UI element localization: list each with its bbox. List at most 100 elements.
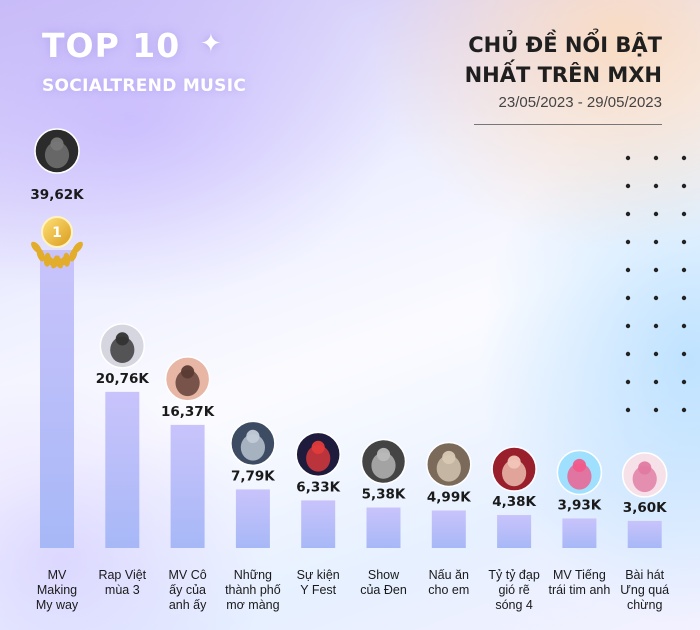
category-label-line: anh ấy [168,598,207,612]
category-label-5: Sự kiện Y Fest [281,568,355,598]
value-label-10: 3,60K [623,500,667,516]
decor-dot [681,183,687,189]
category-label-line: MV Cô [168,568,207,582]
decor-dot [653,155,659,161]
value-label-6: 5,38K [362,487,406,503]
decor-dot [653,323,659,329]
category-label-line: Bài hát [625,568,665,582]
sparkle-icon: ✦ [200,28,222,58]
decor-dot [625,407,631,413]
category-label-4: Những thành phố mơ màng [216,568,290,613]
decor-dot [681,351,687,357]
decor-dot [625,351,631,357]
bar-1 [40,250,74,548]
value-label-5: 6,33K [296,479,340,495]
decor-dot [653,379,659,385]
bar-9 [562,518,597,548]
decor-dot [653,183,659,189]
category-label-1: MV Making My way [20,568,94,613]
value-label-7: 4,99K [427,489,471,505]
category-label-10: Bài hát Ưng quá chừng [608,568,682,613]
value-label-4: 7,79K [231,468,275,484]
decor-dot [625,211,631,217]
decor-dot [625,323,631,329]
category-label-line: trái tim anh [548,583,611,597]
category-label-6: Show của Đen [347,568,421,598]
category-label-line: gió rẽ [498,583,530,597]
rank-badge-text: 1 [52,225,62,241]
value-label-8: 4,38K [492,494,536,510]
decor-dot [681,267,687,273]
band-photo-icon [230,420,276,467]
bar-3 [170,424,205,548]
decor-dot [653,267,659,273]
artist-photo-icon [34,128,80,174]
category-label-line: Y Fest [300,583,337,597]
category-label-line: Sự kiện [296,568,340,582]
value-label-2: 20,76K [96,371,150,387]
bar-10 [627,520,662,548]
chart-title-line-1: CHỦ ĐỀ NỔI BẬT [468,33,662,57]
category-label-3: MV Cô ấy của anh ấy [151,568,225,613]
category-label-line: Rap Việt [98,568,147,582]
tieng-trai-tim-poster-icon [556,449,603,496]
decor-dot [625,155,631,161]
bar-7 [431,510,466,548]
bar-6 [366,507,401,548]
value-label-1: 39,62K [30,187,84,203]
bar-8 [497,515,532,548]
bar-5 [301,500,336,548]
category-label-line: MV [47,568,67,582]
decor-dot [625,267,631,273]
decor-dot [625,183,631,189]
category-label-7: Nấu ăn cho em [412,568,486,598]
category-label-line: Making [36,583,78,597]
brand-subtitle: SOCIALTREND MUSIC [42,76,247,96]
category-label-line: Ưng quá [620,583,670,597]
category-label-line: mùa 3 [104,583,140,597]
y-fest-poster-icon [295,431,341,478]
category-label-9: MV Tiếng trái tim anh [542,568,616,598]
cooking-scene-icon [426,441,472,488]
brand-title: TOP 10 [42,26,181,65]
date-underline [474,124,662,125]
decor-dot [653,211,659,217]
decor-dot [681,155,687,161]
rap-viet-poster-icon [99,323,146,369]
category-label-line: My way [35,598,79,612]
decor-dot [653,407,659,413]
category-label-line: ấy của [169,583,207,597]
decor-dot [681,295,687,301]
decor-dot [625,239,631,245]
category-label-line: của Đen [360,583,407,597]
decor-dot [681,239,687,245]
category-label-line: thành phố [225,583,281,597]
singer-red-dress-icon [491,446,537,492]
decor-dot [681,211,687,217]
decor-dot [653,239,659,245]
category-label-line: sóng 4 [495,598,533,612]
category-label-line: Tỷ tỷ đạp [488,568,540,582]
bar-4 [235,489,270,548]
value-label-3: 16,37K [161,404,215,420]
category-label-8: Tỷ tỷ đạp gió rẽ sóng 4 [477,568,551,613]
decorative-dot-grid [625,155,687,413]
decor-dot [681,407,687,413]
category-label-line: Nấu ăn [428,568,469,582]
rank-1-badge-icon: 1 [31,216,83,269]
chart-title-line-2: NHẤT TRÊN MXH [464,63,662,87]
decor-dot [681,379,687,385]
ung-qua-chung-poster-icon [621,452,668,498]
category-label-line: MV Tiếng [552,568,606,582]
den-show-photo-icon [360,438,407,485]
chart-title: CHỦ ĐỀ NỔI BẬT NHẤT TRÊN MXH [362,30,662,90]
category-label-2: Rap Việt mùa 3 [85,568,159,598]
category-label-line: chừng [626,598,663,612]
value-label-9: 3,93K [558,497,602,513]
category-label-line: Những [233,568,273,582]
bar-2 [105,391,140,548]
decor-dot [625,379,631,385]
category-label-line: Show [367,568,400,582]
decor-dot [681,323,687,329]
